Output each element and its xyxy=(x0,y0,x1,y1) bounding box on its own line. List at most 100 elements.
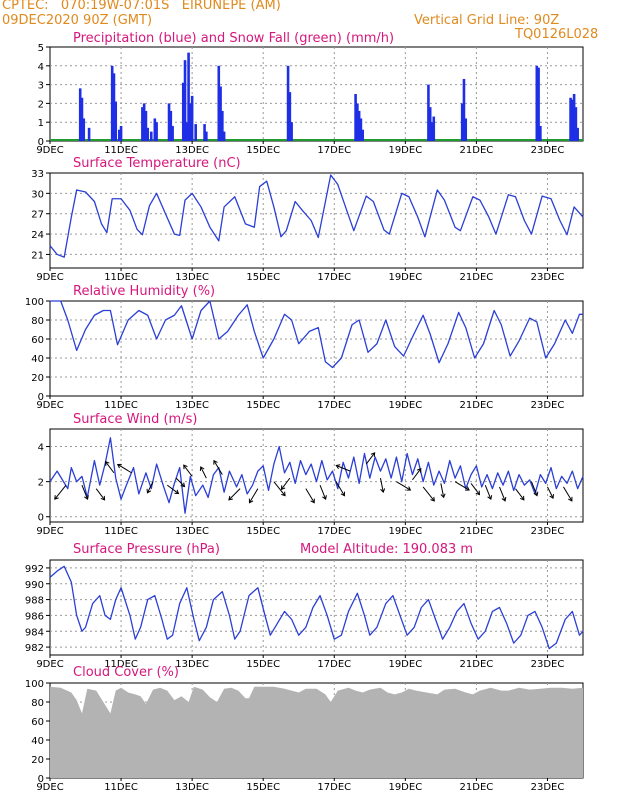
precip-ytick-label: 5 xyxy=(38,43,44,54)
wind-vector-head xyxy=(213,459,218,465)
wind-vector-head xyxy=(105,460,110,466)
precip-bar xyxy=(82,118,86,141)
wind-vector-head xyxy=(533,491,539,497)
precip-bar xyxy=(430,122,434,141)
precip-bar xyxy=(359,118,363,141)
wind-vector xyxy=(365,452,376,465)
precip-bar xyxy=(155,122,158,141)
pressure-panel: 982 984 986 988 990 992 9DEC 11DEC 13DEC 15DEC 17D… xyxy=(25,542,584,670)
precip-bar xyxy=(222,131,226,141)
temperature-xtick-label: 23DEC xyxy=(531,272,565,283)
wind-vector-head xyxy=(487,495,493,501)
wind-vector xyxy=(319,484,327,500)
precip-bar xyxy=(149,131,153,141)
temperature-ytick-label: 27 xyxy=(31,210,44,221)
wind-vector xyxy=(146,481,154,494)
wind-vector xyxy=(563,486,573,502)
header-datetime: 09DEC2020 90Z (GMT) xyxy=(2,13,153,28)
wind-vector xyxy=(454,481,470,491)
cloud-xtick-label: 19DEC xyxy=(388,782,422,793)
wind-vector xyxy=(105,461,115,474)
cloud-ytick-label: 20 xyxy=(31,755,44,766)
wind-vector xyxy=(412,468,422,481)
precip-bar xyxy=(189,103,192,141)
precip-bar xyxy=(464,118,468,141)
precip-bar xyxy=(117,129,121,141)
humidity-frame xyxy=(49,300,584,397)
wind-xtick-label: 13DEC xyxy=(175,526,209,537)
precip-bar xyxy=(576,127,579,141)
humidity-ytick-label: 40 xyxy=(31,354,44,365)
wind-vector xyxy=(213,460,223,475)
precip-bar xyxy=(428,107,432,141)
pressure-ytick-label: 990 xyxy=(25,580,44,591)
cloud-ytick-label: 40 xyxy=(31,736,44,747)
precip-bar xyxy=(219,86,222,141)
wind-vector-head xyxy=(183,464,188,470)
pressure-xtick-label: 19DEC xyxy=(388,659,422,670)
humidity-xtick-label: 11DEC xyxy=(104,400,138,411)
cloud-xtick-label: 23DEC xyxy=(531,782,565,793)
temperature-xtick-label: 17DEC xyxy=(317,272,351,283)
temperature-title: Surface Temperature (nC) xyxy=(73,156,241,171)
wind-vector-head xyxy=(146,488,152,494)
cloud-xtick-label: 13DEC xyxy=(175,782,209,793)
wind-vector-head xyxy=(310,498,315,504)
temperature-xtick-label: 19DEC xyxy=(388,272,422,283)
wind-vector-head xyxy=(335,464,341,470)
humidity-xtick-label: 9DEC xyxy=(36,400,63,411)
precip-bar xyxy=(190,95,194,141)
cloud-ytick-label: 0 xyxy=(38,774,44,785)
precip-bar xyxy=(187,52,190,141)
wind-vector xyxy=(547,486,554,499)
humidity-ytick-label: 20 xyxy=(31,373,44,384)
precip-bar xyxy=(141,107,144,141)
wind-vector-head xyxy=(180,482,186,488)
precip-bar xyxy=(537,67,540,141)
precip-bar xyxy=(169,110,173,141)
wind-ytick-label: 0 xyxy=(38,513,44,524)
wind-title: Surface Wind (m/s) xyxy=(73,412,197,427)
wind-vector-head xyxy=(281,491,286,497)
precip-bar xyxy=(357,110,361,141)
wind-vector xyxy=(183,464,193,477)
wind-vector xyxy=(305,488,315,503)
precip-bar xyxy=(574,107,578,141)
wind-frame xyxy=(49,428,584,523)
precip-bar xyxy=(183,60,187,141)
pressure-ytick-label: 986 xyxy=(25,611,44,622)
wind-vector-head xyxy=(116,463,122,469)
humidity-xtick-label: 23DEC xyxy=(531,400,565,411)
wind-vector xyxy=(335,481,345,496)
wind-vector-head xyxy=(475,490,481,496)
precip-bar xyxy=(535,65,539,141)
wind-vector-head xyxy=(465,486,470,491)
pressure-xtick-label: 9DEC xyxy=(36,659,63,670)
wind-vector xyxy=(470,483,480,495)
wind-panel: 0 2 4 9DEC 11DEC 13DEC 15DEC 17DEC 19DEC 21DEC 23D… xyxy=(36,412,584,537)
pressure-series-line xyxy=(49,565,584,650)
precip-xtick-label: 23DEC xyxy=(531,145,565,156)
wind-vector xyxy=(422,486,435,502)
pressure-xtick-label: 21DEC xyxy=(460,659,494,670)
precip-bar xyxy=(205,131,208,141)
precip-bar xyxy=(87,127,91,141)
humidity-xtick-label: 17DEC xyxy=(317,400,351,411)
precip-bar xyxy=(427,84,430,141)
precip-bar xyxy=(146,127,150,141)
wind-xtick-label: 17DEC xyxy=(317,526,351,537)
wind-vector xyxy=(440,483,445,498)
pressure-title: Surface Pressure (hPa) xyxy=(73,542,220,557)
wind-vector-head xyxy=(416,467,422,473)
header-model-id: TQ0126L028 xyxy=(515,27,599,42)
header-station: CPTEC: 070:19W-07:01S EIRUNEPE (AM) xyxy=(2,0,281,13)
precip-bar xyxy=(110,65,114,141)
precip-ytick-label: 3 xyxy=(38,81,44,92)
wind-vector-head xyxy=(199,466,205,471)
pressure-xtick-label: 17DEC xyxy=(317,659,351,670)
precip-xtick-label: 9DEC xyxy=(36,145,63,156)
cloud-xtick-label: 11DEC xyxy=(104,782,138,793)
wind-vector-head xyxy=(519,495,525,501)
cloud-xtick-label: 17DEC xyxy=(317,782,351,793)
precip-bar xyxy=(572,94,576,141)
